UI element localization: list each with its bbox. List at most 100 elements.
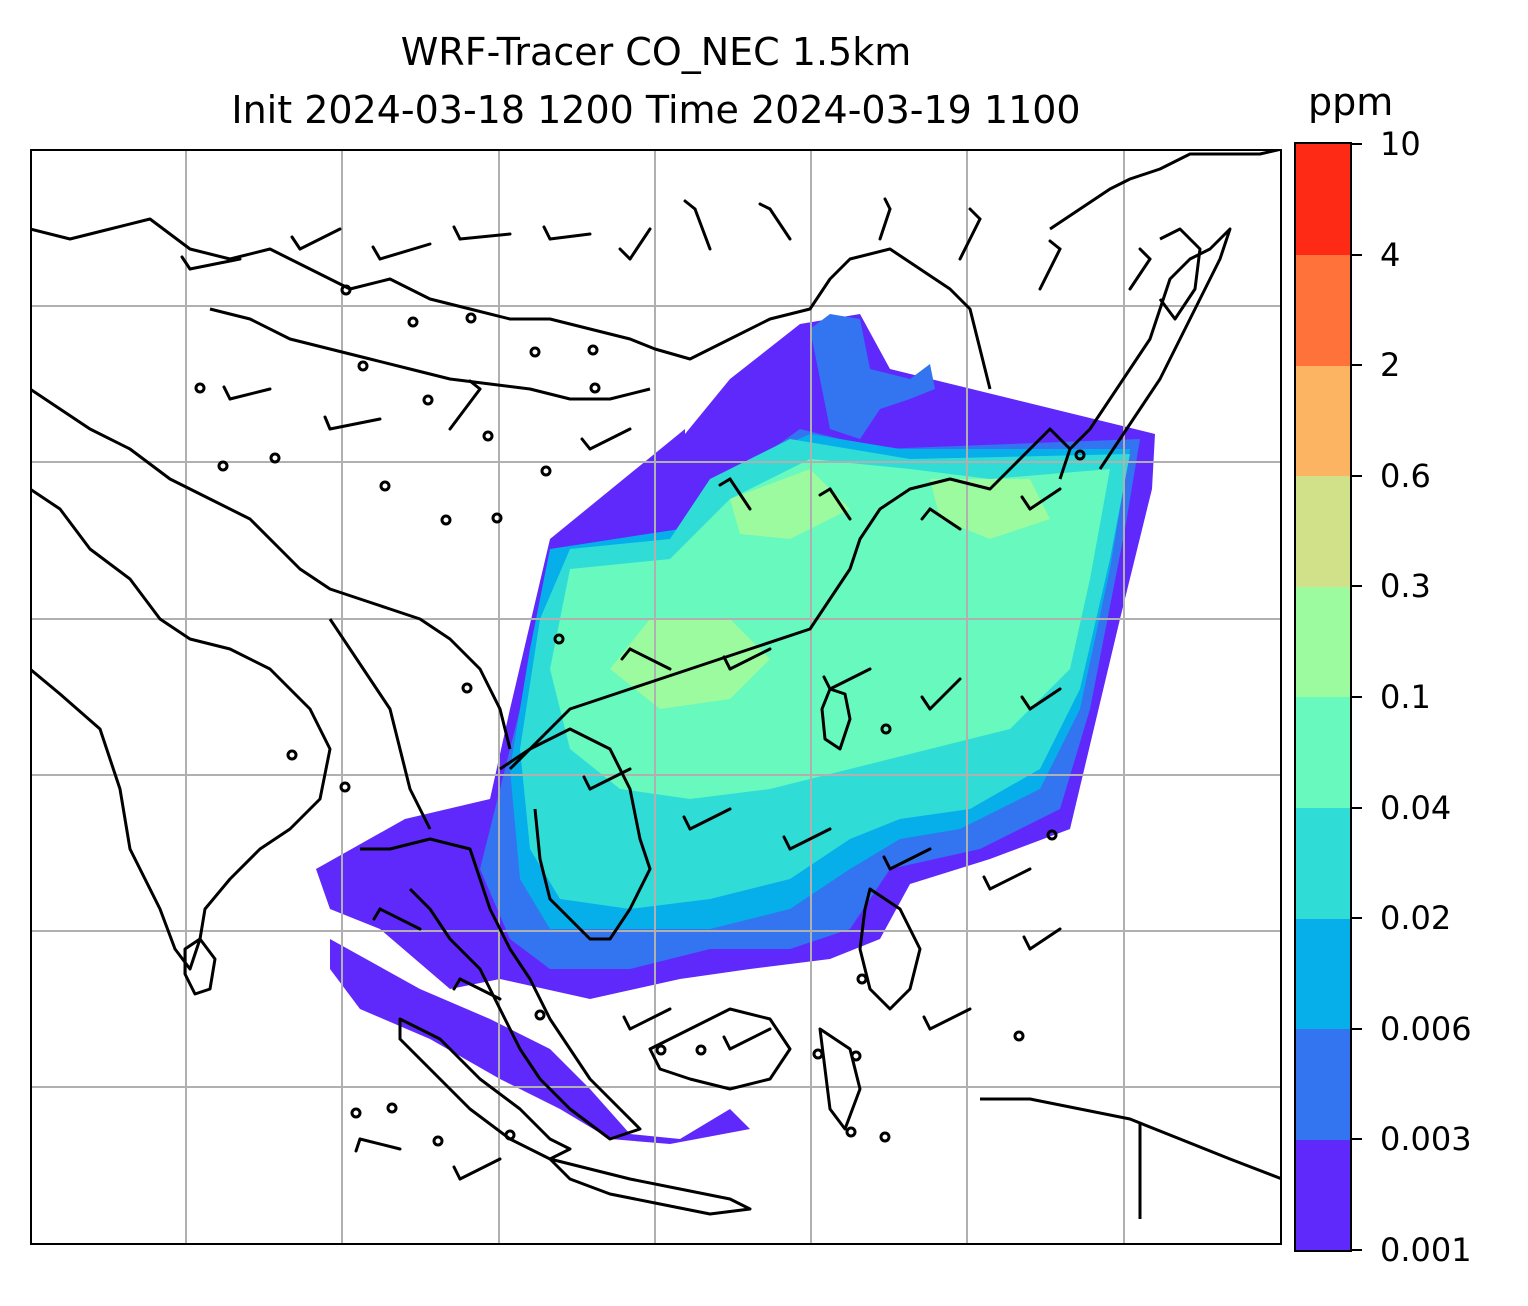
coastline-sulawesi bbox=[818, 1027, 862, 1131]
wind-barb bbox=[323, 415, 382, 431]
calm-marker bbox=[534, 1009, 546, 1021]
wind-barb bbox=[448, 379, 482, 431]
calm-marker bbox=[357, 360, 369, 372]
calm-marker bbox=[269, 452, 281, 464]
colorbar-tick-label: 0.1 bbox=[1380, 678, 1431, 716]
tracer-region-level-6b bbox=[930, 479, 1050, 539]
colorbar-segment bbox=[1296, 475, 1350, 587]
wind-barb bbox=[822, 667, 872, 691]
wind-barb bbox=[622, 1007, 672, 1031]
calm-marker bbox=[850, 1050, 862, 1062]
calm-marker bbox=[812, 1048, 824, 1060]
wind-barb bbox=[758, 202, 792, 241]
wind-barb bbox=[958, 207, 982, 261]
tracer-concentration-field bbox=[316, 314, 1155, 1144]
coastline-indochina bbox=[360, 837, 642, 1141]
border-mongolia bbox=[209, 307, 651, 401]
calm-marker bbox=[1046, 829, 1058, 841]
tracer-region-level-1b bbox=[330, 939, 750, 1144]
calm-marker bbox=[540, 465, 552, 477]
wind-barb bbox=[683, 199, 712, 251]
calm-marker bbox=[217, 460, 229, 472]
wind-barb bbox=[580, 427, 632, 451]
map-gridlines bbox=[30, 149, 1282, 1245]
colorbar-tick bbox=[1352, 1249, 1362, 1251]
calm-marker bbox=[386, 1102, 398, 1114]
wind-barb bbox=[920, 677, 962, 711]
wind-barb bbox=[922, 1007, 972, 1031]
colorbar-tick-label: 4 bbox=[1380, 235, 1401, 274]
calm-marker bbox=[504, 1129, 516, 1141]
map-panel[interactable] bbox=[30, 149, 1282, 1245]
coastline-japan-north bbox=[1158, 227, 1202, 321]
colorbar-tick-label: 0.04 bbox=[1380, 788, 1452, 827]
colorbar-tick-label: 2 bbox=[1380, 346, 1401, 385]
wind-barb bbox=[882, 847, 932, 871]
coastline-taiwan bbox=[820, 687, 852, 751]
coastline-korea-japan bbox=[1068, 227, 1232, 470]
calm-marker bbox=[879, 1131, 891, 1143]
wind-barb bbox=[542, 225, 592, 241]
wind-barb bbox=[782, 827, 832, 851]
calm-marker bbox=[587, 344, 599, 356]
wind-barb bbox=[1128, 247, 1152, 291]
coastline-new-guinea bbox=[980, 1097, 1282, 1181]
calm-marker bbox=[1074, 449, 1086, 461]
colorbar-tick bbox=[1352, 917, 1362, 920]
colorbar-segment bbox=[1296, 365, 1350, 477]
coastline-sumatra bbox=[398, 1017, 572, 1161]
colorbar-tick bbox=[1352, 696, 1362, 698]
wind-barb bbox=[222, 385, 272, 401]
colorbar-segment bbox=[1296, 254, 1350, 366]
calm-marker bbox=[286, 749, 298, 761]
border-central-asia bbox=[30, 217, 992, 390]
wind-barb bbox=[818, 487, 852, 521]
coastline-northeast-asia bbox=[1049, 149, 1282, 231]
calm-marker bbox=[432, 1135, 444, 1147]
chart-title-line-1: WRF-Tracer CO_NEC 1.5km bbox=[400, 30, 912, 74]
wind-barb bbox=[682, 807, 732, 831]
colorbar-tick bbox=[1352, 253, 1362, 256]
colorbar-tick-label: 0.001 bbox=[1380, 1231, 1472, 1269]
calm-marker bbox=[407, 316, 419, 328]
wind-barb bbox=[582, 767, 632, 791]
wind-barb bbox=[1020, 687, 1062, 711]
tracer-region-level-6c bbox=[730, 469, 850, 539]
calm-marker bbox=[856, 973, 868, 985]
colorbar-tick-label: 0.02 bbox=[1380, 899, 1452, 938]
colorbar-tick-label: 0.3 bbox=[1380, 567, 1431, 606]
coastline-sri-lanka bbox=[183, 937, 217, 996]
map-frame-border bbox=[30, 149, 1282, 1245]
wind-barb bbox=[722, 647, 772, 671]
calm-marker bbox=[194, 382, 206, 394]
coastlines-and-borders bbox=[30, 149, 1282, 1219]
colorbar-tick-label: 0.006 bbox=[1380, 1009, 1472, 1048]
wind-barb bbox=[1020, 487, 1062, 511]
calm-marker bbox=[491, 512, 503, 524]
wind-barb bbox=[718, 477, 752, 511]
calm-marker bbox=[845, 1126, 857, 1138]
wind-barb bbox=[620, 647, 672, 671]
colorbar-unit-label: ppm bbox=[1308, 80, 1394, 124]
calm-marker bbox=[422, 394, 434, 406]
coastline-vietnam bbox=[499, 727, 652, 941]
wind-barbs bbox=[180, 197, 1152, 1181]
colorbar-segment bbox=[1296, 697, 1350, 809]
wind-barb bbox=[878, 197, 892, 241]
colorbar-tick bbox=[1352, 806, 1362, 809]
tracer-plume-north bbox=[810, 314, 935, 439]
calm-marker bbox=[461, 682, 473, 694]
wind-barb bbox=[452, 1157, 502, 1181]
colorbar-segment bbox=[1296, 918, 1350, 1030]
calm-marker bbox=[340, 284, 352, 296]
colorbar-segment bbox=[1296, 1028, 1350, 1140]
colorbar-tick bbox=[1352, 474, 1362, 477]
calm-marker bbox=[880, 723, 892, 735]
calm-marker bbox=[529, 346, 541, 358]
colorbar-segment bbox=[1296, 586, 1350, 698]
wind-barb bbox=[1022, 927, 1062, 951]
calm-wind-markers bbox=[194, 284, 1086, 1147]
tracer-region-level-6a bbox=[610, 619, 770, 709]
wind-barb bbox=[452, 225, 512, 241]
calm-marker bbox=[339, 781, 351, 793]
